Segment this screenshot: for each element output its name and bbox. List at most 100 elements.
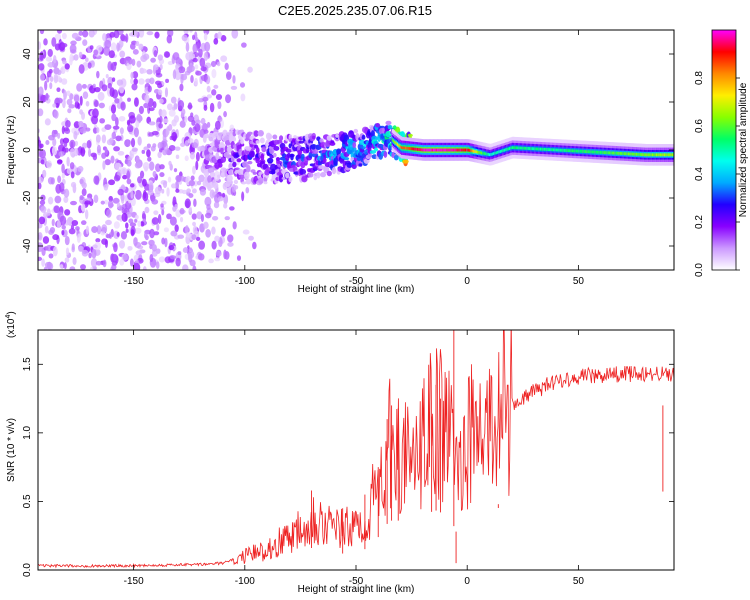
spectrogram-ridge-cell: [420, 148, 424, 152]
spectrogram-noise-blob: [52, 234, 59, 241]
spectrogram-noise-blob: [153, 64, 159, 71]
spectrogram-ridge-cell: [553, 148, 556, 152]
spectrogram-noise-blob: [179, 83, 184, 92]
spectrogram-noise-blob: [193, 198, 197, 208]
spectrogram-signal-blob: [263, 181, 268, 185]
spectrogram-noise-blob: [195, 160, 199, 171]
spectrogram-ridge-cell: [416, 147, 420, 151]
spectrogram-noise-blob: [131, 147, 138, 152]
spectrogram-ridge-cell: [543, 147, 546, 151]
spectrogram-noise-blob: [200, 117, 206, 125]
spectrogram-noise-blob: [118, 204, 123, 211]
spectrogram-noise-blob: [46, 160, 52, 169]
spectrogram-noise-blob: [161, 109, 167, 118]
spectrogram-ridge-cell: [428, 148, 432, 152]
snr-x-tick-label: -150: [124, 576, 144, 587]
spectrogram-noise-blob: [93, 49, 99, 56]
spectrogram-ridge-cell: [521, 146, 524, 150]
spectrogram-noise-blob: [90, 258, 98, 268]
spectrogram-noise-blob: [59, 264, 64, 269]
spectrogram-signal-blob: [255, 159, 260, 164]
spectrogram-noise-blob: [164, 256, 172, 264]
spectrogram-noise-blob: [226, 73, 231, 78]
spectrogram-noise-blob: [167, 176, 172, 183]
spectrogram-noise-blob: [206, 203, 211, 210]
snr-y-scale: (x104): [5, 311, 17, 338]
spectrogram-noise-blob: [81, 83, 87, 89]
spectrogram-noise-blob: [135, 189, 142, 200]
spectrogram-noise-blob: [115, 135, 122, 142]
spectrogram-ridge-cell: [403, 146, 406, 150]
spectrogram-y-tick-label: 0: [22, 147, 33, 153]
spectrogram-noise-blob: [192, 57, 198, 63]
spectrogram-ridge-cell: [667, 153, 670, 157]
spectrogram-ridge-cell: [525, 146, 528, 150]
spectrogram-noise-blob: [133, 237, 138, 247]
spectrogram-noise-blob: [81, 142, 88, 149]
spectrogram-noise-blob: [137, 220, 142, 227]
spectrogram-ridge-cell: [455, 148, 458, 152]
spectrogram-ridge-cell: [495, 151, 498, 155]
spectrogram-noise-blob: [64, 63, 70, 70]
spectrogram-noise-blob: [71, 219, 79, 226]
spectrogram-signal-blob: [351, 163, 357, 170]
spectrogram-noise-blob: [205, 212, 212, 219]
spectrogram-noise-blob: [188, 64, 195, 73]
spectrogram-noise-blob: [149, 254, 154, 263]
spectrogram-noise-blob: [138, 78, 145, 85]
spectrogram-noise-blob: [113, 146, 120, 152]
spectrogram-noise-blob: [173, 115, 180, 123]
spectrogram-ridge-cell: [562, 148, 565, 152]
spectrogram-ridge-cell: [434, 148, 437, 152]
spectrogram-signal-blob: [307, 172, 314, 178]
spectrogram-noise-blob: [214, 235, 220, 242]
spectrogram-ridge-cell: [623, 152, 626, 156]
spectrogram-ridge-cell: [559, 148, 562, 152]
spectrogram-noise-blob: [120, 101, 126, 111]
spectrogram-ridge-cell: [464, 148, 468, 152]
spectrogram-signal-blob: [269, 163, 277, 172]
spectrogram-signal-blob: [273, 152, 277, 158]
spectrogram-ridge-cell: [643, 153, 646, 157]
spectrogram-ridge-cell: [615, 151, 618, 155]
spectrogram-signal-blob: [323, 165, 330, 174]
spectrogram-noise-blob: [163, 51, 170, 58]
spectrogram-noise-blob: [61, 172, 65, 179]
spectrogram-noise-blob: [175, 180, 180, 191]
spectrogram-signal-blob: [225, 132, 231, 136]
spectrogram-ridge-cell: [460, 148, 464, 152]
spectrogram-noise-blob: [203, 129, 209, 134]
spectrogram-noise-blob: [187, 137, 194, 144]
spectrogram-ridge-cell: [517, 146, 520, 150]
spectrogram-noise-blob: [192, 165, 196, 175]
spectrogram-noise-blob: [247, 66, 253, 73]
spectrogram-ridge-cell: [625, 152, 628, 156]
snr-x-tick-label: 50: [573, 576, 585, 587]
spectrogram-ridge-cell: [466, 148, 469, 152]
spectrogram-noise-blob: [230, 85, 238, 90]
spectrogram-ridge-cell: [462, 148, 465, 152]
spectrogram-ridge-cell: [594, 150, 597, 154]
spectrogram-ridge-cell: [638, 153, 641, 156]
spectrogram-signal-blob: [353, 128, 359, 134]
snr-panel: -150 -100 -50 0 50 0.0 0.5 1.0 1.5 Height of st…: [5, 311, 675, 595]
spectrogram-noise-blob: [134, 214, 139, 220]
spectrogram-noise-blob: [64, 235, 70, 246]
spectrogram-ridge-cell: [500, 149, 504, 153]
spectrogram-noise-blob: [131, 58, 136, 66]
spectrogram-ridge-cell: [400, 146, 404, 150]
spectrogram-noise-blob: [132, 48, 139, 55]
spectrogram-noise-blob: [209, 102, 215, 113]
spectrogram-noise-blob: [195, 119, 201, 125]
spectrogram-ridge-cell: [410, 147, 413, 151]
spectrogram-ridge-cell: [482, 151, 485, 155]
spectrogram-ridge-cell: [529, 147, 532, 150]
spectrogram-signal-blob: [385, 120, 392, 126]
spectrogram-noise-blob: [93, 175, 100, 185]
spectrogram-ridge-cell: [519, 146, 522, 150]
spectrogram-noise-blob: [85, 57, 89, 62]
spectrogram-noise-blob: [56, 97, 63, 104]
spectrogram-ridge-cell: [646, 153, 649, 157]
spectrogram-noise-blob: [39, 73, 45, 81]
spectrogram-noise-blob: [113, 174, 121, 182]
